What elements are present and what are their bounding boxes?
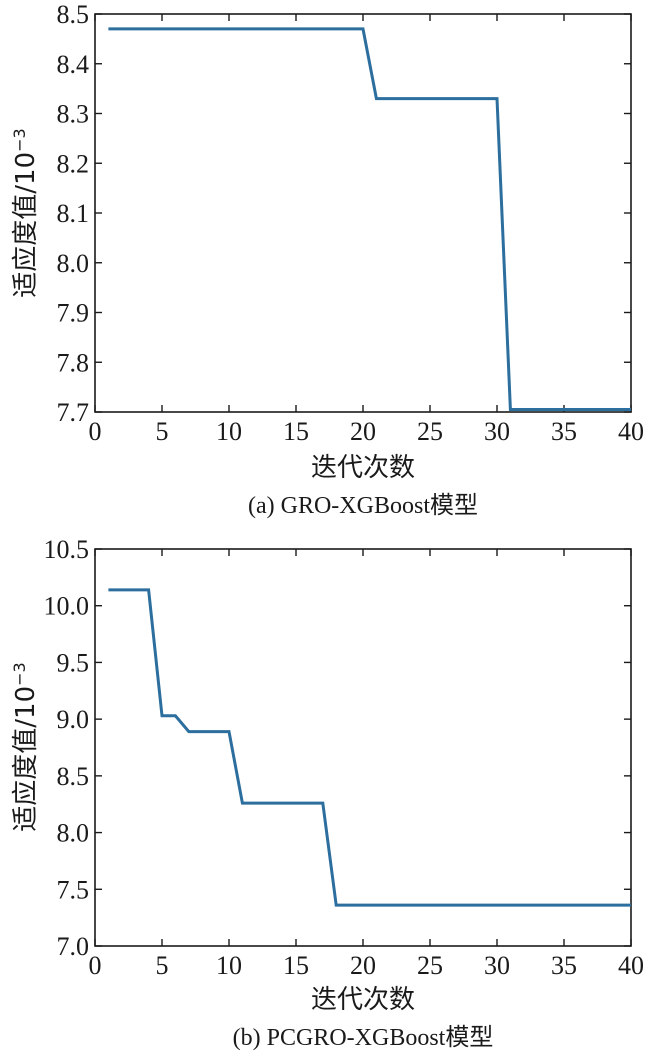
panel-a-x-axis-label: 迭代次数 <box>311 453 415 483</box>
panel-a-y-tick-label: 8.1 <box>57 199 90 228</box>
panel-b-x-tick-label: 25 <box>417 951 443 980</box>
panel-a-x-tick-label: 20 <box>350 417 376 446</box>
panel-a-y-axis-label: 适应度值/10−3 <box>10 128 42 297</box>
panel-b-y-tick-label: 8.5 <box>57 762 90 791</box>
panel-a-y-tick-label: 7.8 <box>57 348 90 377</box>
panel-b-x-axis-label: 迭代次数 <box>311 985 415 1015</box>
panel-a-series-line <box>108 27 631 412</box>
panel-a-y-tick-label: 7.7 <box>57 398 90 427</box>
panel-b-y-tick-label: 9.0 <box>57 705 90 734</box>
panel-b-x-tick-label: 5 <box>156 951 169 980</box>
panel-a-y-tick-label: 8.0 <box>57 249 90 278</box>
panel-b-x-tick-label: 40 <box>618 951 644 980</box>
panel-b-series-line <box>108 588 631 907</box>
panel-a-y-tick-label: 8.3 <box>57 100 90 129</box>
panel-a-y-tick-label: 7.9 <box>57 299 90 328</box>
panel-a-x-tick-label: 15 <box>283 417 309 446</box>
panel-b-x-tick-label: 30 <box>484 951 510 980</box>
panel-b-x-tick-label: 35 <box>551 951 577 980</box>
panel-a-caption: (a) GRO-XGBoost模型 <box>248 492 478 519</box>
panel-b-x-tick-label: 20 <box>350 951 376 980</box>
panel-a-x-tick-label: 10 <box>216 417 242 446</box>
panel-a-y-tick-label: 8.2 <box>57 149 90 178</box>
panel-a-y-tick-label: 8.4 <box>57 50 90 79</box>
panel-b-plot-frame <box>94 548 632 947</box>
panel-b-y-tick-label: 10.0 <box>44 592 90 621</box>
panel-a-y-tick-label: 8.5 <box>57 0 90 29</box>
panel-a-chart: 适应度值/10−3 迭代次数 (a) GRO-XGBoost模型 0 5 10 15 2… <box>10 0 645 519</box>
panel-a-x-tick-label: 5 <box>156 417 169 446</box>
panel-b-y-tick-label: 7.0 <box>57 932 90 961</box>
panel-a-x-tick-label: 25 <box>417 417 443 446</box>
panel-b-chart: 适应度值/10−3 迭代次数 (b) PCGRO-XGBoost模型 0 5 10 1… <box>10 535 645 1051</box>
panel-b-y-tick-label: 9.5 <box>57 648 90 677</box>
panel-b-x-tick-label: 0 <box>89 951 102 980</box>
panel-b-y-axis-label: 适应度值/10−3 <box>10 662 42 831</box>
panel-a-x-tick-label: 0 <box>89 417 102 446</box>
panel-b-x-tick-label: 15 <box>283 951 309 980</box>
panel-b-caption: (b) PCGRO-XGBoost模型 <box>233 1024 494 1051</box>
panel-a-x-tick-label: 30 <box>484 417 510 446</box>
panel-b-y-tick-label: 8.0 <box>57 819 90 848</box>
panel-a-x-tick-label: 35 <box>551 417 577 446</box>
panel-a-plot-frame <box>94 13 632 413</box>
panel-b-y-tick-label: 7.5 <box>57 875 90 904</box>
panel-a-x-tick-label: 40 <box>618 417 644 446</box>
panel-b-x-tick-label: 10 <box>216 951 242 980</box>
panel-b-y-tick-label: 10.5 <box>44 535 90 564</box>
